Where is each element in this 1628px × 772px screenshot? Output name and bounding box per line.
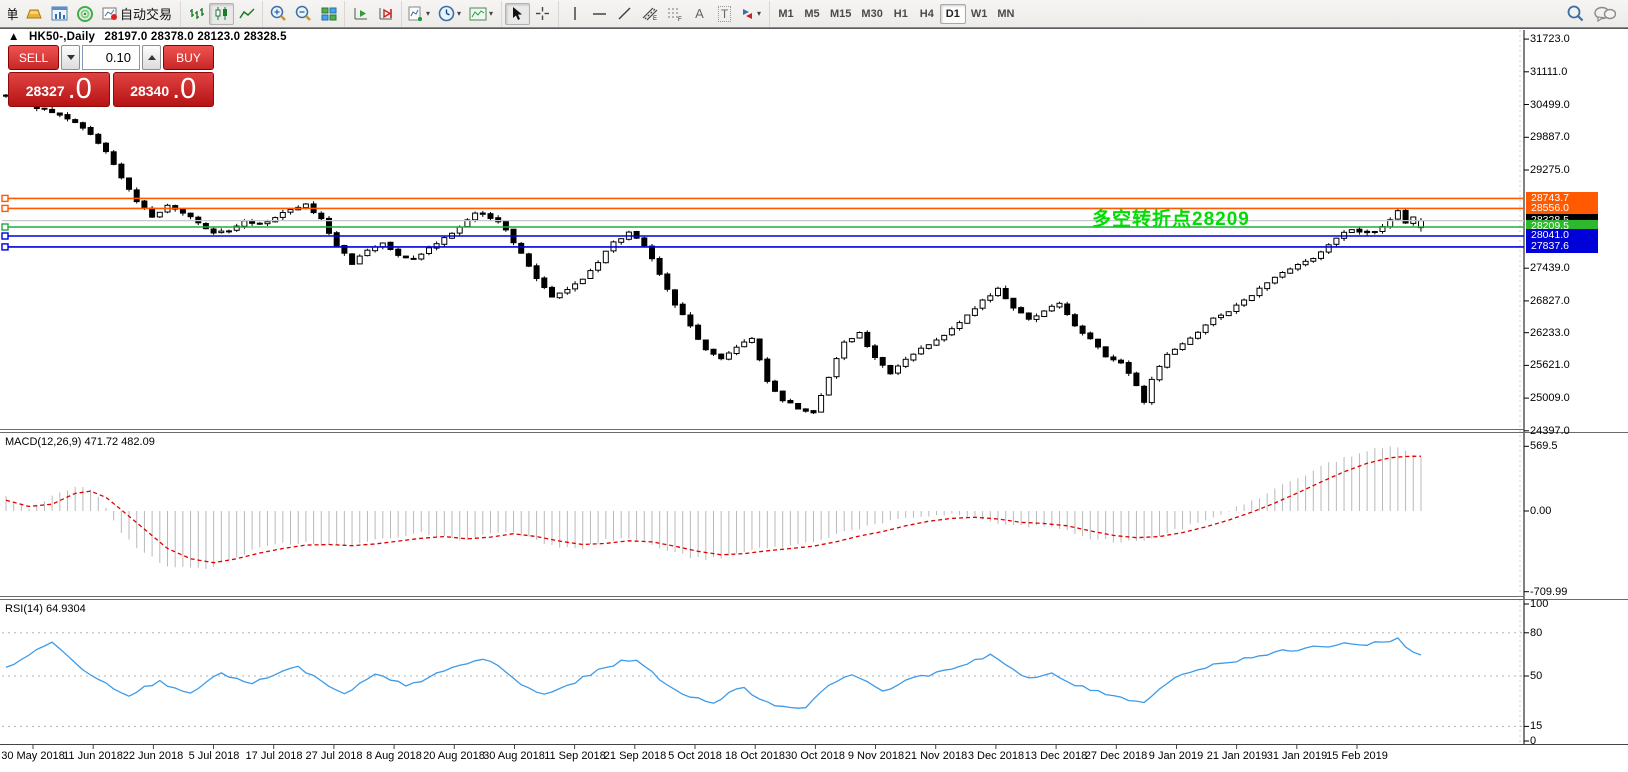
chart-canvas[interactable] bbox=[0, 28, 1628, 772]
templates-button[interactable]: ▾ bbox=[466, 3, 498, 25]
cursor-icon bbox=[513, 7, 523, 20]
sell-price: 28327 bbox=[25, 83, 65, 99]
timeframe-m5-button[interactable]: M5 bbox=[804, 7, 820, 20]
templates-dropdown-caret[interactable]: ▾ bbox=[489, 9, 494, 18]
indicators-icon bbox=[408, 6, 423, 21]
timeframe-m30-button[interactable]: M30 bbox=[861, 7, 883, 20]
zoom-out-button[interactable] bbox=[291, 3, 316, 25]
crosshair-icon bbox=[536, 7, 550, 20]
indicators-button[interactable]: ▾ bbox=[405, 3, 435, 25]
timeframe-h1-button[interactable]: H1 bbox=[893, 7, 908, 20]
signal-button[interactable] bbox=[72, 3, 97, 25]
new-order-label: 单 bbox=[8, 4, 19, 23]
chart-window-icon bbox=[51, 6, 67, 20]
timeframe-mn-button[interactable]: MN bbox=[997, 7, 1015, 20]
chart-shift-icon bbox=[379, 8, 392, 20]
periods-button[interactable]: ▾ bbox=[435, 3, 466, 25]
fibonacci-button[interactable]: F bbox=[662, 3, 687, 25]
sell-quote-button[interactable]: 28327 .0 bbox=[8, 72, 110, 107]
buy-price-fraction: .0 bbox=[172, 73, 197, 105]
timeframe-h4-button[interactable]: H4 bbox=[919, 7, 934, 20]
zoom-in-button[interactable] bbox=[266, 3, 291, 25]
equidistant-channel-icon: E bbox=[642, 7, 657, 21]
buy-button[interactable]: BUY bbox=[163, 45, 214, 70]
trendline-button[interactable] bbox=[612, 3, 637, 25]
crosshair-button[interactable] bbox=[530, 3, 555, 25]
toolbar-group-main: 单 自动交易 bbox=[4, 1, 180, 27]
horizontal-line-button[interactable] bbox=[587, 3, 612, 25]
autotrade-icon bbox=[102, 7, 117, 20]
fibonacci-icon: F bbox=[667, 8, 682, 21]
periods-dropdown-caret[interactable]: ▾ bbox=[457, 9, 462, 18]
new-order-button[interactable]: 单 bbox=[7, 3, 22, 25]
line-chart-button[interactable] bbox=[234, 3, 259, 25]
clock-icon bbox=[438, 5, 455, 22]
toolbar-group-objects: E F A T ▾ bbox=[558, 0, 769, 27]
triangle-down-icon bbox=[66, 55, 75, 60]
buy-price: 28340 bbox=[130, 83, 170, 99]
toolbar-right bbox=[1567, 5, 1624, 22]
text-label-button[interactable]: T bbox=[712, 3, 737, 25]
chart-window[interactable]: ▲ HK50-,Daily 28197.0 28378.0 28123.0 28… bbox=[0, 28, 1628, 772]
zoom-out-icon bbox=[295, 5, 311, 21]
toolbar-group-tools: ▾ ▾ ▾ bbox=[401, 0, 501, 27]
volume-decrease-button[interactable] bbox=[61, 45, 80, 70]
bar-chart-icon bbox=[189, 7, 204, 19]
toolbar-group-cursor bbox=[501, 0, 558, 27]
cursor-button[interactable] bbox=[505, 2, 531, 25]
text-a-icon: A bbox=[695, 6, 704, 21]
svg-text:F: F bbox=[678, 17, 682, 21]
arrows-button[interactable]: ▾ bbox=[737, 3, 766, 25]
bar-chart-button[interactable] bbox=[184, 3, 209, 25]
svg-text:E: E bbox=[653, 16, 657, 21]
chart-shift-button[interactable] bbox=[373, 3, 398, 25]
signal-icon bbox=[76, 5, 93, 22]
new-chart-button[interactable] bbox=[47, 3, 72, 25]
arrows-dropdown-caret[interactable]: ▾ bbox=[757, 9, 762, 18]
trendline-icon bbox=[618, 7, 631, 20]
line-chart-icon bbox=[238, 7, 255, 18]
sell-button[interactable]: SELL bbox=[8, 45, 59, 70]
one-click-trade-panel: SELL BUY 28327 .0 28340 .0 bbox=[8, 45, 214, 107]
vertical-line-button[interactable] bbox=[562, 3, 587, 25]
triangle-up-icon bbox=[147, 55, 156, 60]
sell-price-fraction: .0 bbox=[67, 73, 92, 105]
toolbar-group-timeframes: M1 M5 M15 M30 H1 H4 D1 W1 MN bbox=[769, 0, 1022, 27]
chat-icon[interactable] bbox=[1594, 6, 1616, 22]
template-icon bbox=[469, 7, 487, 20]
timeframe-m1-button[interactable]: M1 bbox=[778, 7, 794, 20]
toolbar-group-scroll bbox=[344, 0, 401, 27]
candlestick-chart-icon bbox=[215, 7, 227, 20]
horizontal-line-icon bbox=[593, 12, 607, 15]
search-icon[interactable] bbox=[1567, 5, 1584, 22]
timeframe-w1-button[interactable]: W1 bbox=[970, 7, 988, 20]
autotrade-button[interactable]: 自动交易 bbox=[97, 3, 177, 25]
buy-quote-button[interactable]: 28340 .0 bbox=[112, 72, 214, 107]
main-toolbar: 单 自动交易 bbox=[0, 0, 1628, 28]
channel-button[interactable]: E bbox=[637, 3, 662, 25]
auto-scroll-button[interactable] bbox=[348, 3, 373, 25]
tile-windows-button[interactable] bbox=[316, 3, 341, 25]
candlestick-chart-button[interactable] bbox=[209, 2, 235, 25]
tile-windows-icon bbox=[321, 7, 337, 20]
vertical-line-icon bbox=[573, 7, 576, 20]
timeframe-d1-button[interactable]: D1 bbox=[939, 3, 966, 24]
autotrade-label: 自动交易 bbox=[120, 7, 173, 22]
volume-increase-button[interactable] bbox=[142, 45, 161, 70]
zoom-in-icon bbox=[270, 5, 286, 21]
market-watch-button[interactable] bbox=[22, 3, 47, 25]
auto-scroll-icon bbox=[354, 8, 367, 20]
arrows-icon bbox=[743, 8, 753, 19]
gold-ingot-icon bbox=[25, 9, 42, 18]
indicators-dropdown-caret[interactable]: ▾ bbox=[426, 9, 431, 18]
text-label-icon: T bbox=[717, 5, 732, 22]
toolbar-group-zoom bbox=[262, 0, 344, 27]
toolbar-group-chart-type bbox=[180, 0, 262, 27]
text-button[interactable]: A bbox=[687, 3, 712, 25]
volume-input[interactable] bbox=[82, 45, 140, 70]
timeframe-m15-button[interactable]: M15 bbox=[830, 7, 852, 20]
